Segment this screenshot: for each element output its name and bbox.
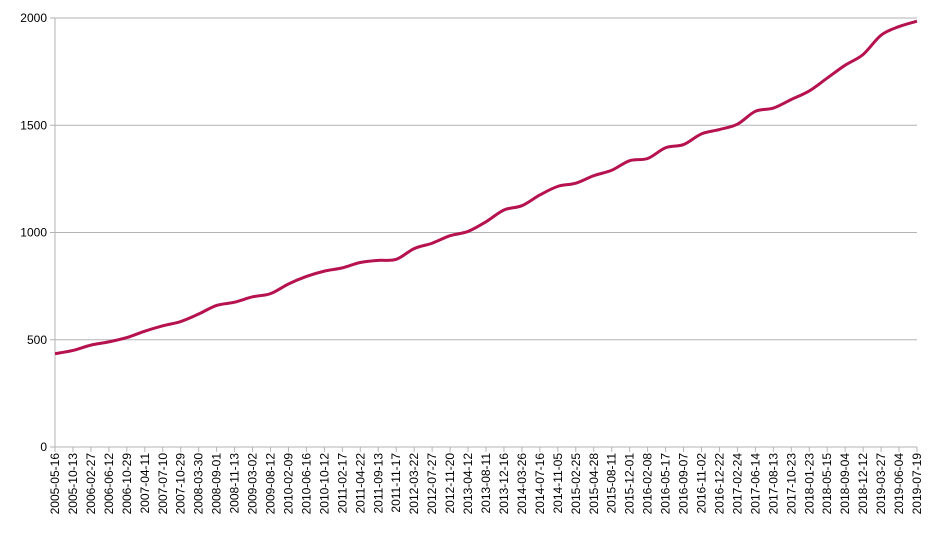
x-tick-label: 2007-04-11: [138, 453, 152, 514]
x-tick-label: 2016-05-17: [659, 453, 673, 515]
x-tick-label: 2012-11-20: [443, 453, 457, 514]
y-tick-label: 1000: [20, 226, 47, 240]
x-tick-label: 2015-04-28: [587, 453, 601, 515]
x-tick-label: 2006-06-12: [102, 453, 116, 515]
x-tick-label: 2018-09-04: [838, 453, 852, 515]
x-tick-label: 2015-08-11: [605, 453, 619, 514]
x-tick-label: 2018-01-23: [802, 453, 816, 515]
x-tick-label: 2011-11-17: [389, 453, 403, 513]
y-tick-label: 2000: [20, 11, 47, 25]
x-tick-label: 2014-11-05: [551, 453, 565, 514]
x-tick-label: 2011-09-13: [371, 453, 385, 514]
x-tick-label: 2007-10-29: [174, 453, 188, 515]
x-tick-label: 2019-06-04: [892, 453, 906, 515]
x-tick-label: 2010-06-16: [299, 453, 313, 515]
x-tick-label: 2010-10-12: [317, 453, 331, 515]
x-tick-label: 2019-07-19: [910, 453, 924, 515]
y-tick-label: 500: [27, 333, 47, 347]
x-tick-label: 2005-05-16: [48, 453, 62, 515]
x-tick-label: 2015-02-25: [569, 453, 583, 515]
x-tick-label: 2019-03-27: [874, 453, 888, 515]
x-tick-label: 2009-03-02: [246, 453, 260, 515]
y-tick-label: 0: [40, 440, 47, 454]
y-tick-label: 1500: [20, 118, 47, 132]
x-tick-label: 2016-11-02: [695, 453, 709, 514]
x-tick-label: 2005-10-13: [66, 453, 80, 515]
x-tick-label: 2015-12-01: [623, 453, 637, 515]
x-tick-label: 2017-02-24: [730, 453, 744, 515]
x-tick-label: 2017-06-14: [748, 453, 762, 515]
x-tick-label: 2012-03-22: [407, 453, 421, 515]
x-tick-label: 2008-11-13: [228, 453, 242, 514]
x-tick-label: 2009-08-12: [264, 453, 278, 515]
x-tick-label: 2007-07-10: [156, 453, 170, 515]
x-tick-label: 2006-02-27: [84, 453, 98, 515]
x-tick-label: 2013-08-11: [479, 453, 493, 514]
x-tick-label: 2014-03-26: [515, 453, 529, 515]
x-tick-label: 2016-09-07: [677, 453, 691, 515]
x-tick-label: 2016-12-22: [712, 453, 726, 515]
x-tick-label: 2018-12-12: [856, 453, 870, 515]
x-tick-label: 2011-02-17: [335, 453, 349, 514]
x-tick-label: 2013-04-12: [461, 453, 475, 515]
x-tick-label: 2010-02-09: [281, 453, 295, 515]
x-tick-label: 2016-02-08: [641, 453, 655, 515]
x-tick-label: 2018-05-15: [820, 453, 834, 515]
data-line: [54, 19, 918, 356]
x-tick-label: 2008-03-30: [192, 453, 206, 515]
x-tick-label: 2017-08-13: [766, 453, 780, 515]
x-tick-label: 2014-07-16: [533, 453, 547, 515]
x-tick-label: 2017-10-23: [784, 453, 798, 515]
x-tick-label: 2008-09-01: [210, 453, 224, 515]
x-tick-label: 2013-12-16: [497, 453, 511, 515]
x-tick-label: 2012-07-27: [425, 453, 439, 515]
x-tick-label: 2011-04-22: [353, 453, 367, 514]
x-tick-label: 2006-10-29: [120, 453, 134, 515]
